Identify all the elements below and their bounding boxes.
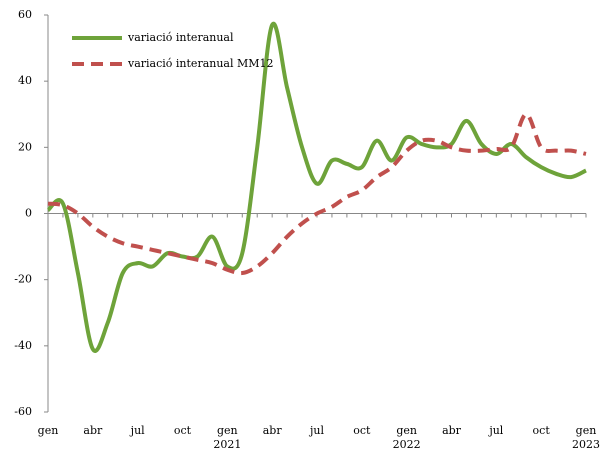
- x-tick-label: gen 2022: [393, 424, 421, 451]
- x-tick-label: abr: [83, 424, 103, 437]
- legend-label: variació interanual MM12: [127, 57, 274, 70]
- y-tick-label: 0: [25, 207, 32, 220]
- x-tick-label: oct: [533, 424, 551, 437]
- y-tick-label: -20: [14, 273, 32, 286]
- line-series: [47, 112, 587, 276]
- y-tick-label: 20: [18, 140, 32, 153]
- line-series: [46, 21, 587, 353]
- legend-label: variació interanual: [127, 31, 234, 44]
- x-tick-label: abr: [263, 424, 283, 437]
- x-tick-label: jul: [129, 424, 145, 437]
- y-tick-label: -40: [14, 339, 32, 352]
- y-tick-label: 60: [18, 8, 32, 21]
- y-tick-label: -60: [14, 405, 32, 418]
- y-tick-label: 40: [18, 74, 32, 87]
- x-tick-label: jul: [308, 424, 324, 437]
- x-tick-label: jul: [487, 424, 503, 437]
- x-tick-label: oct: [353, 424, 371, 437]
- x-tick-label: abr: [442, 424, 462, 437]
- x-tick-label: gen 2021: [213, 424, 241, 451]
- x-tick-label: gen 2023: [572, 424, 600, 451]
- x-tick-label: gen: [38, 424, 59, 437]
- x-tick-label: oct: [174, 424, 192, 437]
